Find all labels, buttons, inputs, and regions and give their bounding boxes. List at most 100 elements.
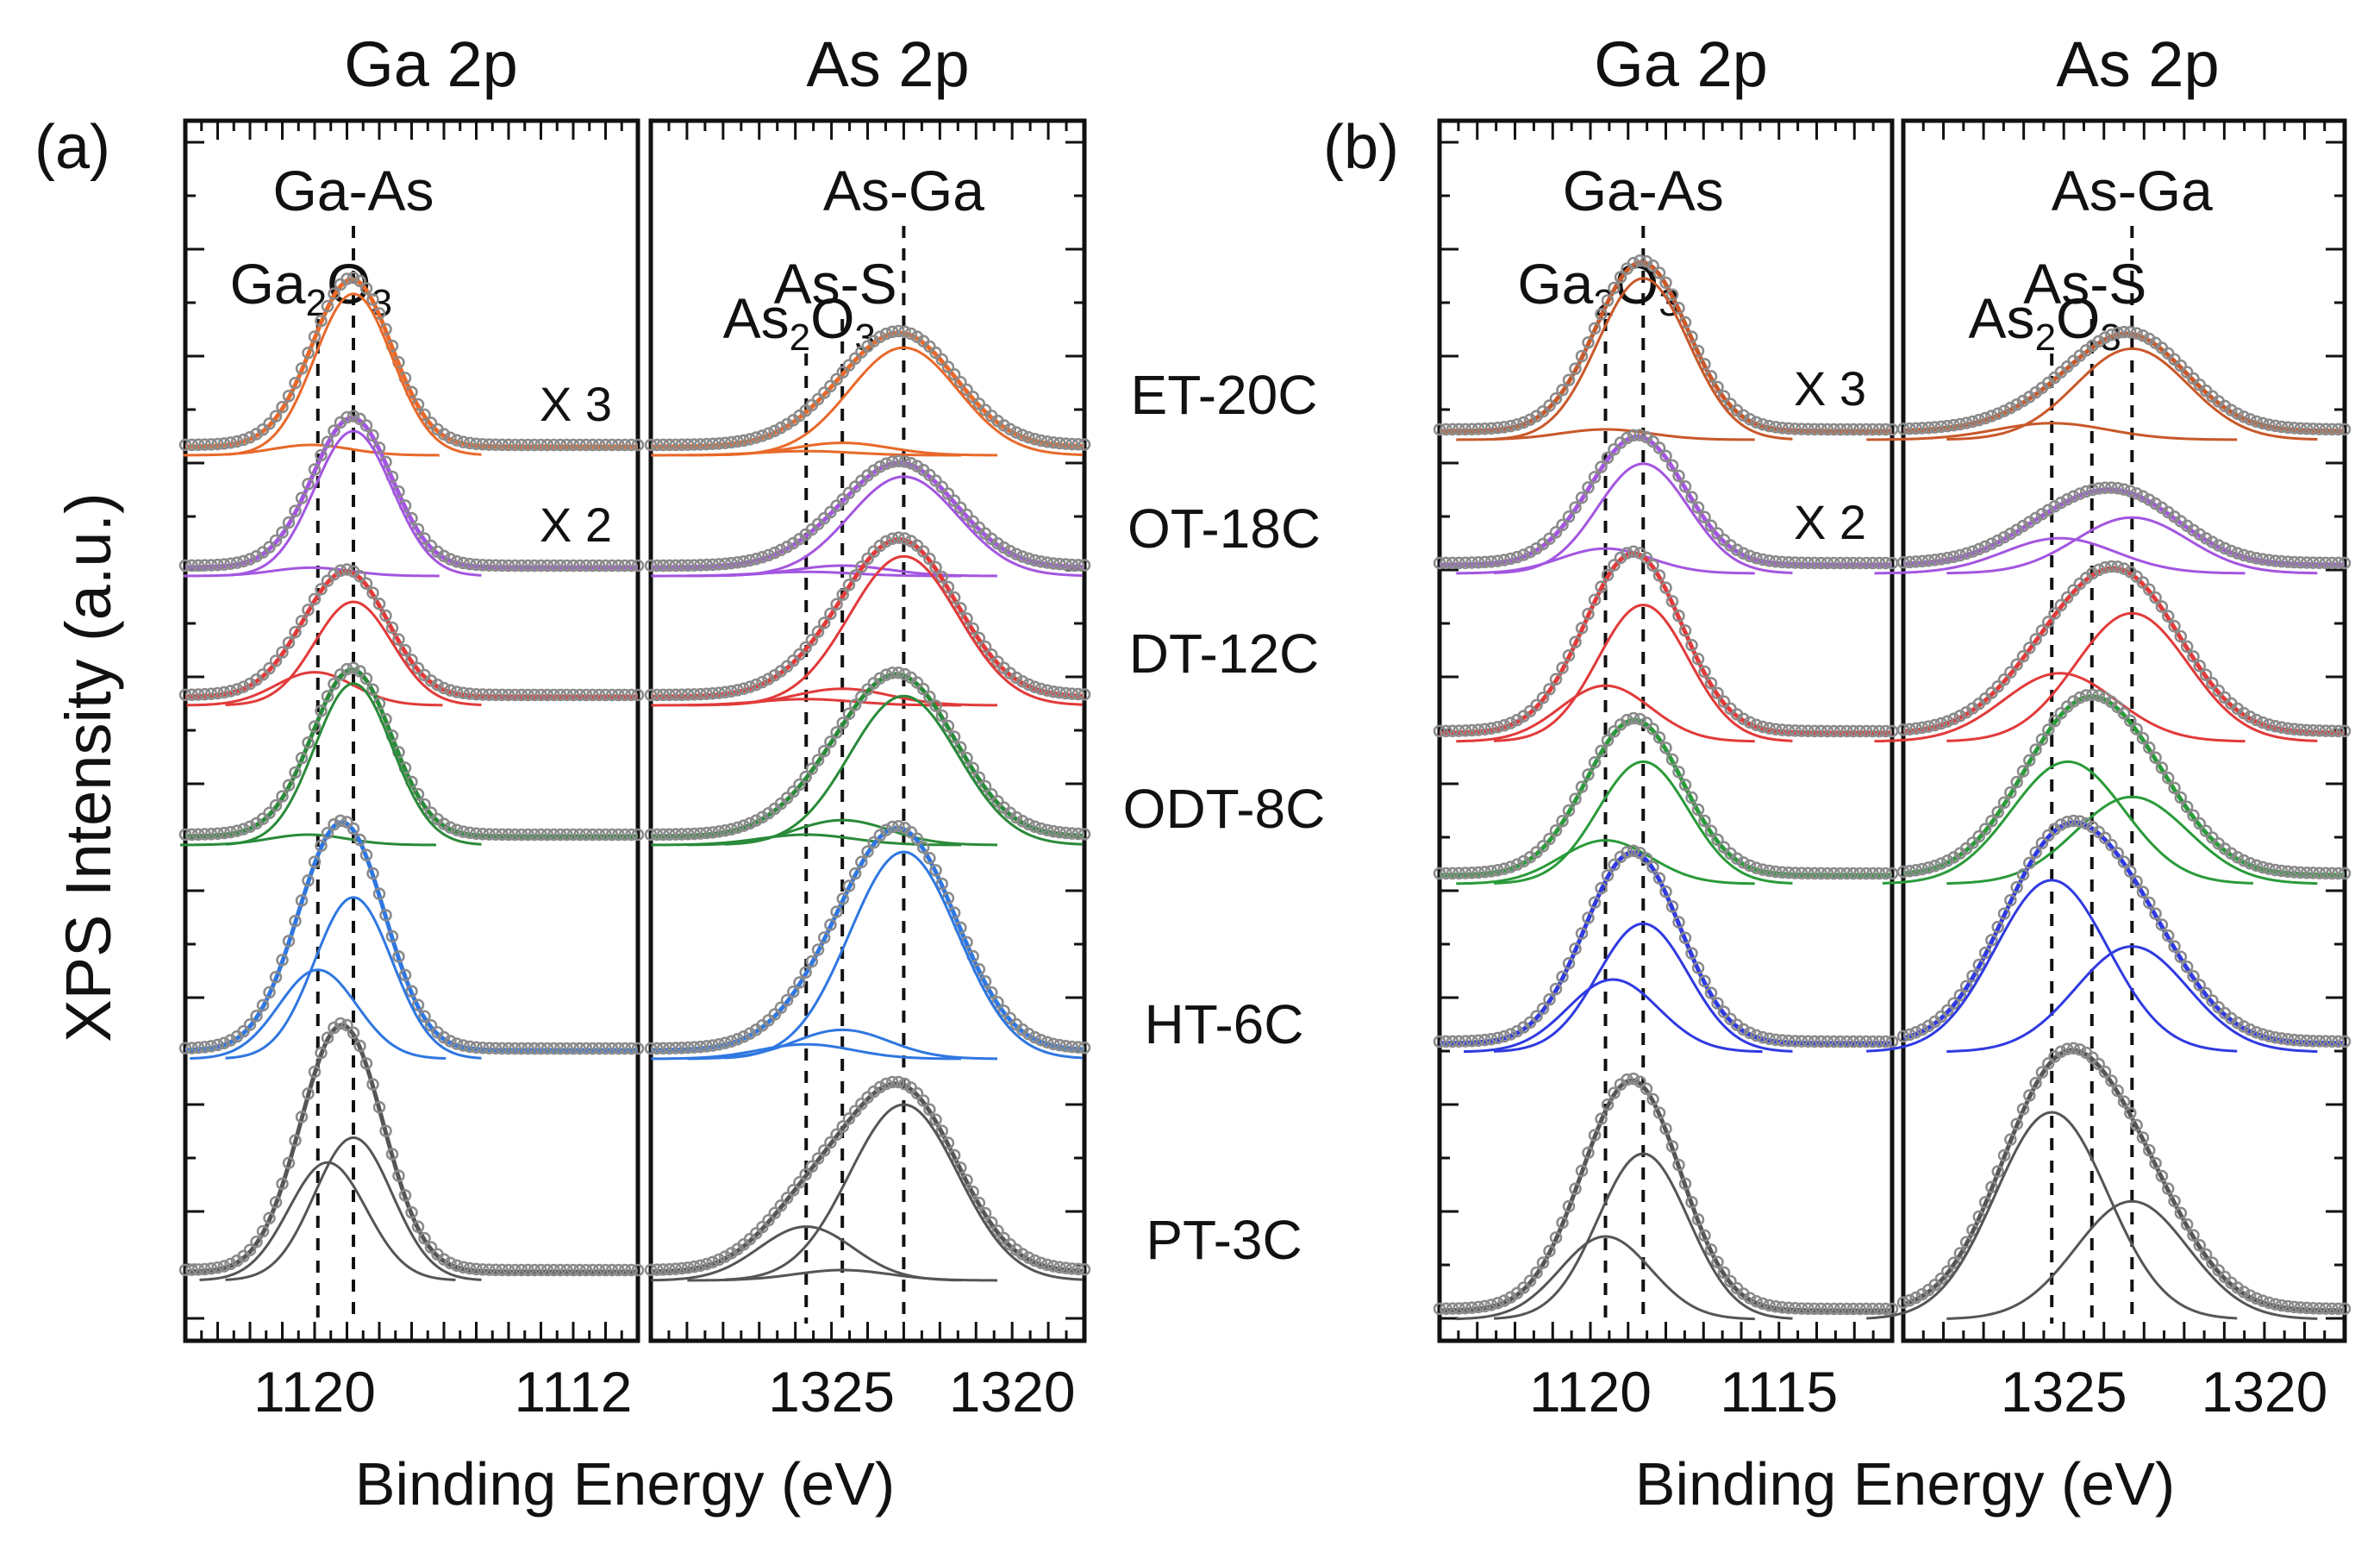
spectrum-point-OT-18C [1763, 554, 1776, 567]
spectrum-point-HT-6C [1549, 982, 1563, 996]
spectrum-point-ET-20C [573, 438, 586, 452]
spectrum-point-OT-18C [1909, 555, 1922, 568]
spectrum-point-HT-6C [904, 825, 918, 839]
spectrum-point-ODT-8C [644, 828, 658, 842]
spectrum-point-HT-6C [1452, 1035, 1465, 1048]
spectrum-point-PT-3C [605, 1263, 619, 1277]
spectrum-point-PT-3C [1523, 1274, 1537, 1287]
spectrum-point-ODT-8C [978, 779, 992, 793]
spectrum-point-HT-6C [625, 1042, 638, 1055]
spectrum-point-HT-6C [1040, 1036, 1054, 1049]
spectrum-point-DT-12C [688, 688, 701, 701]
spectrum-point-HT-6C [1711, 997, 1724, 1010]
spectrum-point-DT-12C [1530, 698, 1543, 712]
spectrum-point-DT-12C [211, 686, 224, 700]
spectrum-point-DT-12C [1940, 715, 1954, 728]
spectrum-point-HT-6C [2326, 1035, 2339, 1048]
spectrum-point-ODT-8C [984, 787, 998, 801]
spectrum-point-PT-3C [1691, 1213, 1705, 1226]
spectrum-point-HT-6C [457, 1039, 470, 1052]
spectrum-point-HT-6C [437, 1030, 451, 1044]
spectrum-point-DT-12C [1665, 595, 1679, 608]
spectrum-point-ODT-8C [706, 826, 720, 839]
spectrum-component-HT-6C [1946, 945, 2318, 1053]
spectrum-point-ODT-8C [444, 821, 457, 835]
spectrum-point-HT-6C [1966, 969, 1979, 983]
spectrum-point-PT-3C [1815, 1302, 1827, 1316]
spectrum-point-OT-18C [308, 463, 322, 476]
x-tick-label: 1112 [514, 1360, 632, 1424]
spectrum-point-DT-12C [2338, 724, 2352, 738]
spectrum-point-ODT-8C [700, 826, 713, 840]
spectrum-point-PT-3C [198, 1262, 211, 1276]
spectrum-point-HT-6C [237, 1024, 250, 1038]
spectrum-point-OT-18C [2307, 556, 2320, 569]
spectrum-point-PT-3C [1678, 1177, 1692, 1191]
spectrum-point-ET-20C [483, 438, 496, 451]
spectrum-point-ET-20C [1795, 422, 1808, 435]
spectrum-point-ODT-8C [892, 666, 905, 679]
spectrum-point-PT-3C [1621, 1073, 1634, 1086]
spectrum-point-ODT-8C [1840, 867, 1853, 880]
spectrum-point-OT-18C [712, 558, 726, 571]
spectrum-point-PT-3C [553, 1263, 567, 1277]
spectrum-point-PT-3C [250, 1235, 263, 1249]
x-tick-label: 1325 [768, 1360, 895, 1424]
spectrum-point-DT-12C [1802, 724, 1815, 738]
spectrum-point-DT-12C [1872, 724, 1886, 738]
spectrum-point-HT-6C [1504, 1028, 1517, 1041]
spectrum-point-DT-12C [1991, 679, 2004, 693]
spectrum-point-ET-20C [1743, 413, 1757, 426]
spectrum-point-ET-20C [470, 437, 483, 451]
spectrum-component-PT-3C [651, 1225, 962, 1282]
spectrum-point-DT-12C [282, 636, 296, 649]
spectrum-point-HT-6C [1885, 1035, 1899, 1048]
spectrum-point-ET-20C [340, 272, 353, 285]
spectrum-point-OT-18C [867, 464, 880, 478]
spectrum-point-DT-12C [334, 564, 347, 577]
spectrum-point-OT-18C [1484, 555, 1498, 568]
spectrum-point-ODT-8C [1046, 824, 1060, 838]
spectrum-point-DT-12C [1543, 683, 1556, 696]
spectrum-point-HT-6C [302, 873, 315, 887]
spectrum-point-ODT-8C [1853, 867, 1866, 880]
spectrum-point-ET-20C [1879, 422, 1892, 436]
spectrum-point-PT-3C [898, 1077, 911, 1091]
spectrum-point-ODT-8C [650, 828, 664, 842]
spectrum-point-HT-6C [522, 1042, 534, 1055]
spectrum-component-ET-20C [1456, 428, 1755, 441]
spectrum-point-PT-3C [2326, 1302, 2339, 1316]
spectrum-point-ODT-8C [1478, 866, 1491, 879]
spectrum-point-OT-18C [2300, 556, 2314, 569]
spectrum-point-ODT-8C [547, 828, 560, 842]
spectrum-point-DT-12C [1698, 665, 1711, 679]
spectrum-point-PT-3C [1465, 1301, 1478, 1314]
spectrum-point-OT-18C [657, 559, 670, 573]
spectrum-point-ODT-8C [1827, 867, 1840, 880]
spectrum-point-OT-18C [2256, 553, 2270, 566]
spectrum-point-HT-6C [681, 1041, 695, 1055]
spectrum-point-DT-12C [230, 683, 244, 696]
spectrum-point-PT-3C [1569, 1182, 1582, 1196]
spectrum-component-ET-20C [225, 292, 482, 456]
spectrum-point-PT-3C [879, 1077, 893, 1091]
spectrum-point-DT-12C [515, 688, 528, 702]
spectrum-point-ODT-8C [972, 771, 986, 785]
spectrum-point-PT-3C [718, 1250, 732, 1263]
spectrum-point-DT-12C [861, 552, 874, 566]
spectrum-point-ET-20C [774, 421, 788, 435]
spectrum-point-PT-3C [2256, 1294, 2270, 1307]
spectrum-component-DT-12C [225, 600, 482, 706]
spectrum-point-PT-3C [2092, 1057, 2105, 1071]
spectrum-point-OT-18C [353, 412, 366, 426]
spectrum-point-ODT-8C [737, 819, 751, 832]
spectrum-point-HT-6C [1866, 1035, 1879, 1048]
spectrum-point-DT-12C [185, 688, 198, 701]
spectrum-point-PT-3C [1034, 1256, 1047, 1270]
spectrum-point-HT-6C [824, 918, 837, 931]
spectrum-point-HT-6C [1846, 1035, 1860, 1048]
spectrum-point-ODT-8C [1078, 828, 1091, 841]
spectrum-point-ET-20C [737, 434, 751, 448]
spectrum-point-DT-12C [2326, 724, 2339, 737]
spectrum-point-OT-18C [2262, 554, 2276, 566]
